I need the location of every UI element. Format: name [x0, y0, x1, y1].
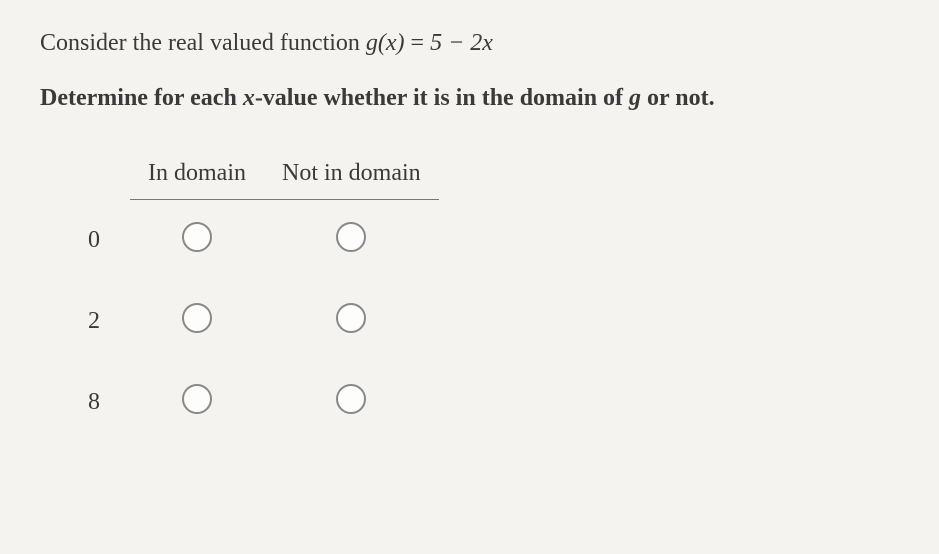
radio-2-not-in-domain[interactable]: [336, 303, 366, 333]
question2-mid: -value whether it is in the domain of: [255, 85, 629, 111]
radio-0-not-in-domain[interactable]: [336, 222, 366, 252]
radio-8-not-in-domain[interactable]: [336, 384, 366, 414]
function-lhs: g(x): [366, 30, 405, 56]
table-row: 2: [80, 281, 439, 362]
question-text-prefix: Consider the real valued function: [40, 30, 366, 56]
x-value-2: 2: [80, 281, 130, 362]
question2-g: g: [629, 85, 641, 111]
domain-table-wrap: In domain Not in domain 0 2 8: [80, 160, 899, 443]
question2-suffix: or not.: [641, 85, 715, 111]
question-line-1: Consider the real valued function g(x) =…: [40, 30, 899, 57]
question2-var: x: [243, 85, 255, 111]
x-value-0: 0: [80, 200, 130, 282]
table-row: 8: [80, 362, 439, 443]
domain-table: In domain Not in domain 0 2 8: [80, 160, 439, 443]
equals-sign: =: [405, 30, 431, 56]
radio-8-in-domain[interactable]: [182, 384, 212, 414]
question-line-2: Determine for each x-value whether it is…: [40, 85, 899, 112]
function-rhs: 5 − 2x: [430, 30, 493, 56]
question2-prefix: Determine for each: [40, 85, 243, 111]
header-in-domain: In domain: [130, 160, 264, 200]
radio-2-in-domain[interactable]: [182, 303, 212, 333]
x-value-8: 8: [80, 362, 130, 443]
radio-0-in-domain[interactable]: [182, 222, 212, 252]
table-header-row: In domain Not in domain: [80, 160, 439, 200]
header-not-in-domain: Not in domain: [264, 160, 439, 200]
header-blank: [80, 160, 130, 200]
table-row: 0: [80, 200, 439, 282]
